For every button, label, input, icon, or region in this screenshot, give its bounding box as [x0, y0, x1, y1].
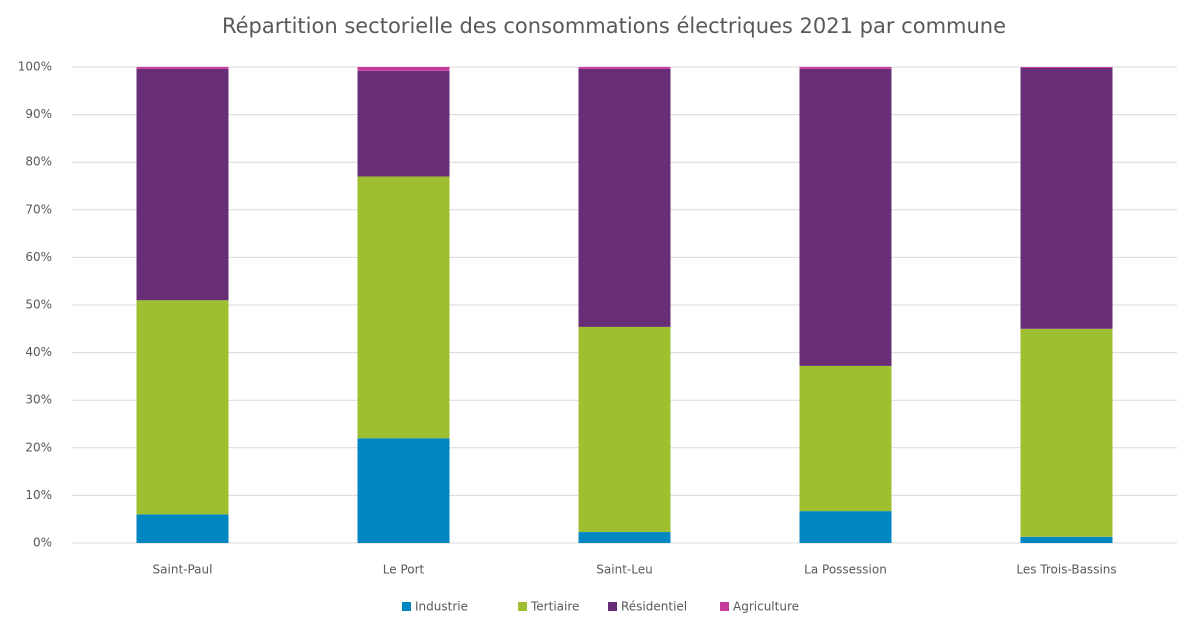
bar-segment: [578, 326, 671, 533]
bar-segment: [799, 511, 892, 543]
bar-segment: [1020, 328, 1113, 537]
bar-segment: [1020, 67, 1113, 329]
bar-segment: [799, 68, 892, 366]
bar-segment: [357, 176, 450, 439]
bar-segment: [357, 67, 450, 71]
legend-label: Agriculture: [733, 600, 799, 614]
bar-segment: [578, 532, 671, 543]
legend-swatch: [402, 602, 411, 611]
legend-label: Industrie: [415, 600, 468, 614]
y-tick-label: 70%: [25, 202, 52, 216]
bar-segment: [799, 365, 892, 512]
y-tick-label: 80%: [25, 155, 52, 169]
y-tick-label: 50%: [25, 298, 52, 312]
bar-segment: [136, 514, 229, 543]
bar-segment: [136, 67, 229, 69]
bar-segment: [1020, 536, 1113, 543]
legend-swatch: [608, 602, 617, 611]
y-tick-label: 20%: [25, 440, 52, 454]
bar-segment: [136, 300, 229, 515]
legend-label: Tertiaire: [530, 600, 579, 614]
x-tick-label: Saint-Paul: [153, 563, 213, 577]
legend-swatch: [720, 602, 729, 611]
y-tick-label: 10%: [25, 488, 52, 502]
legend-label: Résidentiel: [621, 600, 687, 614]
bar-segment: [357, 438, 450, 543]
y-tick-label: 30%: [25, 393, 52, 407]
x-tick-label: Saint-Leu: [596, 563, 652, 577]
y-tick-label: 100%: [18, 60, 52, 74]
y-tick-label: 40%: [25, 345, 52, 359]
x-tick-label: Le Port: [383, 563, 425, 577]
y-tick-label: 0%: [33, 536, 52, 550]
bar-segment: [578, 67, 671, 69]
x-tick-label: La Possession: [804, 563, 887, 577]
y-tick-label: 90%: [25, 107, 52, 121]
chart-title: Répartition sectorielle des consommation…: [222, 14, 1006, 38]
bar-segment: [1020, 67, 1113, 68]
x-tick-label: Les Trois-Bassins: [1016, 563, 1116, 577]
legend-swatch: [518, 602, 527, 611]
bar-segment: [136, 68, 229, 301]
bar-segment: [799, 67, 892, 69]
y-tick-label: 60%: [25, 250, 52, 264]
bar-segment: [578, 68, 671, 327]
bar-segment: [357, 70, 450, 177]
